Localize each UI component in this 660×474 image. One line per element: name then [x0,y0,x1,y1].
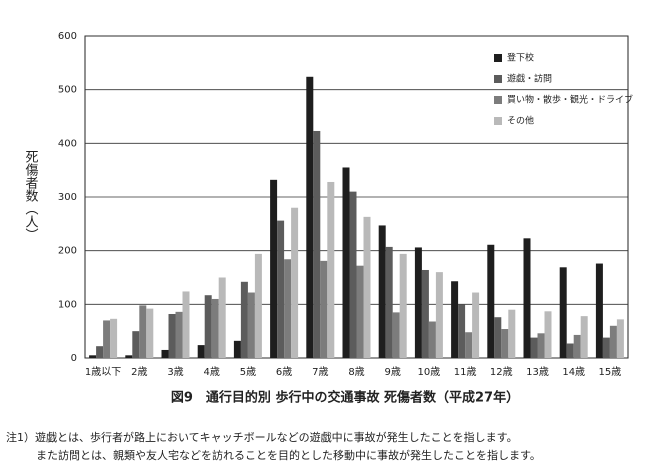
bar [96,346,104,358]
bar [161,349,169,358]
bar [254,253,262,358]
bar [247,292,255,358]
bar [342,167,350,358]
bar [270,179,278,358]
bar [414,247,422,358]
legend-swatch [494,54,502,62]
bar [306,76,314,358]
bar [363,216,371,358]
bar [435,272,443,358]
legend-label: その他 [507,115,534,127]
bar [494,317,502,358]
x-tick-label: 10歳 [418,366,441,378]
bar [530,337,538,358]
y-axis-label: 死傷者数（人） [23,150,39,241]
bar [204,295,212,358]
note: また訪問とは、親類や友人宅などを訪れることを目的とした移動中に事故が発生したこと… [36,448,541,462]
y-tick-label: 300 [58,192,77,203]
legend-swatch [494,96,502,104]
x-tick-label: 4歳 [204,366,220,378]
bar [508,309,516,358]
y-tick-label: 0 [71,353,77,364]
bar [580,316,588,358]
y-tick-label: 200 [58,246,77,257]
bar [544,311,552,358]
bar [595,263,603,358]
bar [385,246,393,358]
bar [182,291,190,358]
bar [197,345,205,358]
x-tick-label: 2歳 [131,366,147,378]
note: 注1）遊戯とは、歩行者が路上においてキャッチボールなどの遊戯中に事故が発生したこ… [6,430,518,444]
bar [378,225,386,358]
y-tick-label: 100 [58,299,77,310]
bar [501,329,509,358]
bar [472,292,480,358]
bar [523,238,531,358]
bar [211,298,219,358]
bar [566,343,574,358]
bar [132,331,140,358]
x-tick-label: 5歳 [240,366,256,378]
bar [233,340,241,358]
bar [559,267,567,358]
bar [356,265,364,358]
bar [110,318,118,358]
bar [125,355,133,358]
bar [392,312,400,358]
x-tick-label: 9歳 [385,366,401,378]
bar [428,321,436,358]
x-tick-label: 6歳 [276,366,292,378]
x-tick-label: 12歳 [490,366,513,378]
bar [465,332,473,358]
bar [291,207,299,358]
bar [616,319,624,358]
bar [313,130,321,358]
bar [284,259,292,358]
bar [146,308,154,358]
x-tick-label: 13歳 [526,366,549,378]
bar [240,281,248,358]
bar [487,244,495,358]
bar [399,253,407,358]
y-tick-label: 500 [58,85,77,96]
x-tick-label: 14歳 [562,366,585,378]
y-tick-label: 400 [58,138,77,149]
bar [327,181,335,358]
x-tick-label: 8歳 [348,366,364,378]
bar [602,337,610,358]
x-tick-label: 11歳 [454,366,477,378]
bar [320,260,328,358]
bar [218,277,226,358]
x-tick-label: 7歳 [312,366,328,378]
chart-title: 図9 通行目的別 歩行中の交通事故 死傷者数（平成27年） [171,390,519,406]
legend-swatch [494,75,502,83]
bar [168,313,176,358]
x-tick-label: 1歳以下 [85,366,121,378]
x-tick-label: 3歳 [167,366,183,378]
bar [349,191,357,358]
bar [573,334,581,358]
bar [175,311,183,358]
x-tick-label: 15歳 [599,366,622,378]
bar [421,269,429,358]
bar [89,355,97,358]
bar [277,220,285,358]
bar [537,333,545,358]
bar [451,281,459,358]
legend-swatch [494,117,502,125]
bar [609,325,617,358]
bar [458,304,466,358]
legend-label: 買い物・散歩・観光・ドライブ [507,94,633,106]
legend-label: 登下校 [507,52,534,64]
bar [139,305,147,358]
bar [103,320,111,358]
y-tick-label: 600 [58,31,77,42]
legend-label: 遊戯・訪問 [507,73,552,85]
